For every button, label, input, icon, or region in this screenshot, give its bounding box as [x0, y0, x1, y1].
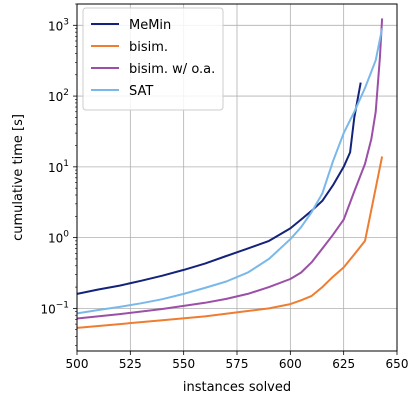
x-axis: 500 525 550 575 600 625 650 — [66, 351, 408, 371]
y-tick-label: 10−1 — [40, 300, 69, 316]
y-tick-label: 103 — [48, 17, 69, 33]
legend-box — [82, 7, 224, 111]
x-tick-label: 525 — [119, 357, 142, 371]
series-line — [77, 18, 384, 320]
legend: MeMin bisim. bisim. w/ o.a. SAT — [82, 7, 224, 111]
y-tick-label: 101 — [48, 159, 69, 175]
series-line — [77, 28, 384, 315]
y-tick-label: 100 — [48, 230, 69, 246]
x-tick-label: 650 — [386, 357, 408, 371]
legend-label: SAT — [129, 84, 153, 99]
y-tick-label: 102 — [48, 88, 69, 104]
x-tick-label: 575 — [226, 357, 249, 371]
x-tick-label: 500 — [66, 357, 89, 371]
series-lines — [77, 18, 384, 329]
legend-label: MeMin — [129, 18, 171, 33]
legend-label: bisim. w/ o.a. — [129, 62, 215, 77]
series-line — [77, 156, 384, 329]
x-axis-label: instances solved — [183, 380, 291, 395]
series-line — [77, 82, 362, 295]
y-axis: 10−1 100 101 102 103 — [40, 3, 77, 346]
legend-label: bisim. — [129, 40, 168, 55]
x-tick-label: 550 — [172, 357, 195, 371]
x-tick-label: 600 — [279, 357, 302, 371]
y-axis-label: cumulative time [s] — [11, 114, 26, 241]
x-tick-label: 625 — [332, 357, 355, 371]
